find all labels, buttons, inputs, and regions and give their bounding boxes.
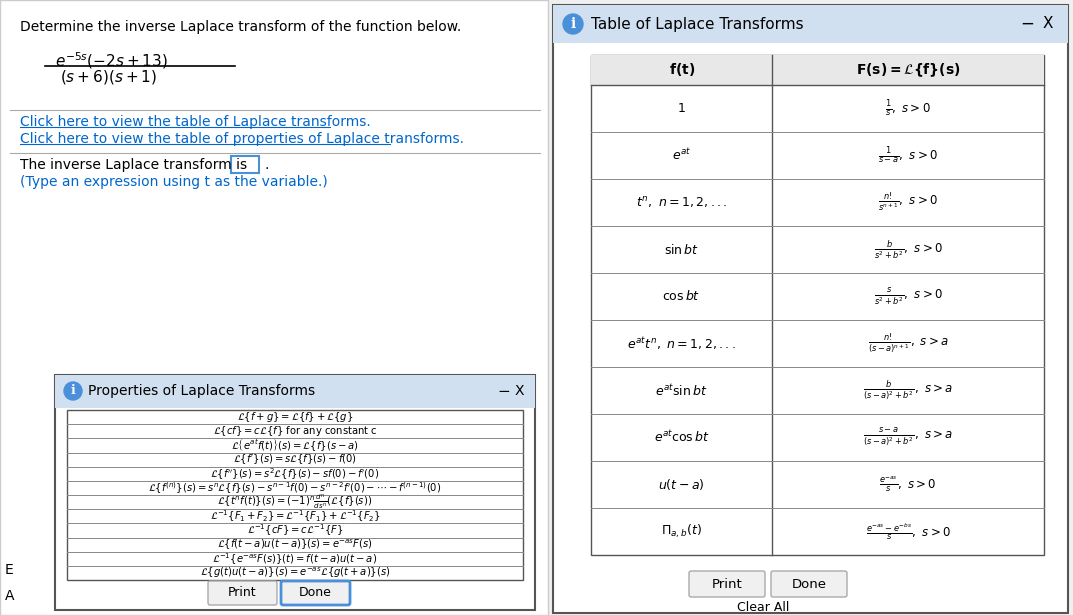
Text: $e^{at}t^n,\ n=1,2,...$: $e^{at}t^n,\ n=1,2,...$ [627, 335, 736, 352]
FancyBboxPatch shape [281, 581, 350, 605]
Text: $\mathcal{L}\{f+g\} = \mathcal{L}\{f\} + \mathcal{L}\{g\}$: $\mathcal{L}\{f+g\} = \mathcal{L}\{f\} +… [237, 410, 353, 424]
Circle shape [64, 382, 82, 400]
Text: $\cos bt$: $\cos bt$ [662, 290, 701, 303]
Text: The inverse Laplace transform is: The inverse Laplace transform is [20, 158, 247, 172]
Text: −: − [1020, 15, 1034, 33]
Text: $\mathcal{L}\{cf\} = c\mathcal{L}\{f\}$ for any constant c: $\mathcal{L}\{cf\} = c\mathcal{L}\{f\}$ … [212, 424, 378, 438]
Text: $\mathcal{L}^{-1}\{e^{-as}F(s)\}(t) = f(t-a)u(t-a)$: $\mathcal{L}^{-1}\{e^{-as}F(s)\}(t) = f(… [212, 551, 378, 566]
Text: $\frac{s}{s^2+b^2},\ s>0$: $\frac{s}{s^2+b^2},\ s>0$ [873, 286, 942, 307]
Text: $\frac{n!}{(s-a)^{n+1}},\ s>a$: $\frac{n!}{(s-a)^{n+1}},\ s>a$ [868, 331, 949, 355]
Text: $\sin bt$: $\sin bt$ [664, 242, 700, 256]
Text: i: i [571, 17, 575, 31]
Text: Properties of Laplace Transforms: Properties of Laplace Transforms [88, 384, 315, 398]
Text: $\frac{1}{s-a},\ s>0$: $\frac{1}{s-a},\ s>0$ [878, 145, 938, 165]
Text: $\frac{e^{-as}}{s},\ s>0$: $\frac{e^{-as}}{s},\ s>0$ [880, 475, 937, 494]
FancyBboxPatch shape [591, 55, 1044, 85]
FancyBboxPatch shape [771, 571, 847, 597]
Text: Print: Print [711, 577, 743, 590]
FancyBboxPatch shape [67, 410, 523, 580]
Text: $\mathcal{L}\{f'\}(s) = s\mathcal{L}\{f\}(s) - f(0)$: $\mathcal{L}\{f'\}(s) = s\mathcal{L}\{f\… [233, 453, 357, 467]
Text: Click here to view the table of Laplace transforms.: Click here to view the table of Laplace … [20, 115, 371, 129]
FancyBboxPatch shape [231, 156, 259, 173]
Text: $u(t-a)$: $u(t-a)$ [659, 477, 705, 492]
FancyBboxPatch shape [208, 581, 277, 605]
Text: $e^{at}\cos bt$: $e^{at}\cos bt$ [653, 430, 709, 445]
FancyBboxPatch shape [55, 375, 535, 408]
Circle shape [563, 14, 583, 34]
Text: $e^{at}$: $e^{at}$ [672, 148, 691, 164]
Text: $\mathcal{L}\{g(t)u(t-a)\}(s) = e^{-as}\mathcal{L}\{g(t+a)\}(s)$: $\mathcal{L}\{g(t)u(t-a)\}(s) = e^{-as}\… [200, 566, 391, 580]
Text: $\frac{1}{s},\ s>0$: $\frac{1}{s},\ s>0$ [885, 98, 931, 119]
Text: $\frac{n!}{s^{n+1}},\ s>0$: $\frac{n!}{s^{n+1}},\ s>0$ [878, 191, 938, 214]
Text: A: A [5, 589, 15, 603]
FancyBboxPatch shape [0, 0, 548, 615]
Text: $\frac{b}{(s-a)^2+b^2},\ s>a$: $\frac{b}{(s-a)^2+b^2},\ s>a$ [863, 379, 953, 402]
Text: Click here to view the table of properties of Laplace transforms.: Click here to view the table of properti… [20, 132, 464, 146]
Text: Done: Done [792, 577, 826, 590]
FancyBboxPatch shape [553, 5, 1068, 43]
Text: X: X [515, 384, 525, 398]
Text: $\frac{s-a}{(s-a)^2+b^2},\ s>a$: $\frac{s-a}{(s-a)^2+b^2},\ s>a$ [863, 427, 953, 448]
Text: i: i [71, 384, 75, 397]
Text: Table of Laplace Transforms: Table of Laplace Transforms [591, 17, 804, 31]
Text: $t^n,\ n=1,2,...$: $t^n,\ n=1,2,...$ [636, 195, 727, 210]
FancyBboxPatch shape [55, 375, 535, 610]
Text: $e^{at}\sin bt$: $e^{at}\sin bt$ [656, 383, 708, 399]
Text: $\mathbf{F(s) = \mathcal{L}\{f\}(s)}$: $\mathbf{F(s) = \mathcal{L}\{f\}(s)}$ [856, 62, 960, 79]
Text: $\frac{e^{-as}-e^{-bs}}{s},\ s>0$: $\frac{e^{-as}-e^{-bs}}{s},\ s>0$ [866, 521, 951, 542]
Text: $\mathcal{L}\left\{e^{at}f(t)\right\}(s) = \mathcal{L}\{f\}(s-a)$: $\mathcal{L}\left\{e^{at}f(t)\right\}(s)… [231, 437, 358, 453]
Text: $\mathcal{L}\{f(t-a)u(t-a)\}(s) = e^{-as}F(s)$: $\mathcal{L}\{f(t-a)u(t-a)\}(s) = e^{-as… [217, 538, 373, 552]
Text: $\mathcal{L}\{f''\}(s) = s^2\mathcal{L}\{f\}(s) - sf(0) - f'(0)$: $\mathcal{L}\{f''\}(s) = s^2\mathcal{L}\… [210, 466, 380, 482]
Text: Clear All: Clear All [737, 601, 789, 614]
Text: $\mathcal{L}\{t^n f(t)\}(s) = (-1)^n \frac{d^n}{ds^n}(\mathcal{L}\{f\}(s))$: $\mathcal{L}\{t^n f(t)\}(s) = (-1)^n \fr… [218, 493, 372, 512]
Text: $e^{-5s}(-2s+13)$: $e^{-5s}(-2s+13)$ [55, 50, 168, 71]
FancyBboxPatch shape [689, 571, 765, 597]
Text: $\mathcal{L}\{f^{(n)}\}(s) = s^n\mathcal{L}\{f\}(s) - s^{n-1}f(0) - s^{n-2}f'(0): $\mathcal{L}\{f^{(n)}\}(s) = s^n\mathcal… [148, 480, 442, 496]
FancyBboxPatch shape [591, 55, 1044, 555]
Text: Done: Done [298, 587, 332, 600]
Text: −: − [497, 384, 510, 399]
Text: $\Pi_{a,b}(t)$: $\Pi_{a,b}(t)$ [661, 523, 702, 540]
Text: E: E [5, 563, 14, 577]
Text: (Type an expression using t as the variable.): (Type an expression using t as the varia… [20, 175, 327, 189]
Text: $(s+6)(s+1)$: $(s+6)(s+1)$ [60, 68, 157, 86]
Text: $\frac{b}{s^2+b^2},\ s>0$: $\frac{b}{s^2+b^2},\ s>0$ [873, 238, 942, 261]
Text: $\mathcal{L}^{-1}\{cF\} = c\mathcal{L}^{-1}\{F\}$: $\mathcal{L}^{-1}\{cF\} = c\mathcal{L}^{… [247, 523, 343, 538]
FancyBboxPatch shape [553, 5, 1068, 613]
Text: X: X [1043, 17, 1054, 31]
Text: Print: Print [227, 587, 256, 600]
Text: $\mathbf{f(t)}$: $\mathbf{f(t)}$ [668, 62, 694, 79]
Text: .: . [264, 158, 268, 172]
Text: $1$: $1$ [677, 102, 686, 115]
Text: $\mathcal{L}^{-1}\{F_1 + F_2\} = \mathcal{L}^{-1}\{F_1\} + \mathcal{L}^{-1}\{F_2: $\mathcal{L}^{-1}\{F_1 + F_2\} = \mathca… [209, 509, 381, 524]
Text: Determine the inverse Laplace transform of the function below.: Determine the inverse Laplace transform … [20, 20, 461, 34]
